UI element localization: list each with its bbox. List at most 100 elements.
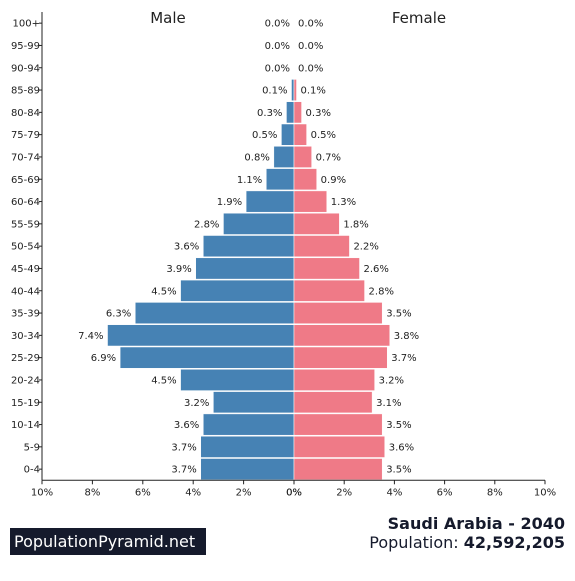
male-bar [195,257,295,280]
male-value-label: 0.1% [262,86,287,97]
x-tick-label-male: 0% [286,487,302,498]
female-bar [293,146,312,168]
age-group-label: 25-29 [11,353,40,364]
male-value-label: 7.4% [78,331,103,342]
age-group-label: 20-24 [11,375,40,386]
male-bar [286,101,295,124]
male-value-label: 1.1% [237,175,262,186]
population-pyramid-chart: Male Female 100+ 0.0% 0.0% 95-99 0.0% 0.0% 90-94… [11,9,556,498]
male-bar [245,190,295,213]
male-value-label: 6.3% [106,309,131,320]
female-bar [293,79,297,101]
female-value-label: 2.8% [369,286,394,297]
female-bar [293,302,383,324]
x-tick-label-female: 8% [487,487,503,498]
male-bar [107,324,295,347]
age-group-label: 0-4 [24,465,40,476]
female-bar [293,324,391,347]
age-group-label: 35-39 [11,309,40,320]
male-value-label: 0.0% [265,19,290,30]
male-value-label: 1.9% [217,197,242,208]
x-tick-label-male: 4% [185,487,201,498]
age-group-label: 50-54 [11,242,40,253]
male-bar [203,235,295,258]
x-tick-label-female: 10% [534,487,556,498]
country-year-title: Saudi Arabia - 2040 [387,514,565,533]
x-tick-label-male: 6% [135,487,151,498]
x-tick-label-female: 4% [386,487,402,498]
female-value-label: 3.2% [379,375,404,386]
female-bar [293,413,383,436]
female-value-label: 3.1% [376,398,401,409]
female-bar [293,257,360,280]
age-group-label: 100+ [13,19,40,30]
x-tick-label-female: 2% [336,487,352,498]
age-group-label: 10-14 [11,420,40,431]
female-bar [293,235,350,258]
female-bar [293,123,307,146]
male-value-label: 3.7% [171,442,196,453]
age-group-label: 30-34 [11,331,40,342]
male-value-label: 6.9% [91,353,116,364]
female-value-label: 2.6% [364,264,389,275]
x-tick-label-male: 10% [31,487,53,498]
female-bar [293,435,385,458]
male-bar [180,369,295,391]
female-value-label: 0.7% [316,152,341,163]
age-group-label: 85-89 [11,86,40,97]
male-bar [266,168,295,191]
female-value-label: 3.5% [386,465,411,476]
male-value-label: 3.7% [171,465,196,476]
x-tick-label-male: 8% [84,487,100,498]
x-tick-label-male: 2% [236,487,252,498]
male-value-label: 3.6% [174,242,199,253]
female-value-label: 0.0% [298,19,323,30]
male-value-label: 3.9% [166,264,191,275]
population-total: Population: 42,592,205 [369,533,565,552]
brand-logo[interactable]: PopulationPyramid.net [10,528,206,555]
male-bar [200,458,295,481]
male-bar [273,146,295,168]
female-value-label: 3.5% [386,309,411,320]
age-group-label: 40-44 [11,286,40,297]
female-bar [293,458,383,481]
male-value-label: 0.8% [244,152,269,163]
male-bar [213,391,295,414]
male-value-label: 3.6% [174,420,199,431]
female-bar [293,279,365,302]
female-value-label: 0.1% [301,86,326,97]
male-bar [200,435,295,458]
female-value-label: 1.3% [331,197,356,208]
male-bar [291,79,295,101]
age-group-label: 65-69 [11,175,40,186]
female-bar [293,190,328,213]
female-value-label: 3.6% [389,442,414,453]
female-value-label: 0.9% [321,175,346,186]
age-group-label: 45-49 [11,264,40,275]
male-bar [223,212,295,235]
female-bar [293,101,302,124]
female-bar [293,346,388,369]
male-bar [134,302,295,324]
male-bar [180,279,295,302]
series-label-female: Female [392,9,446,27]
age-group-label: 60-64 [11,197,40,208]
female-value-label: 3.8% [394,331,419,342]
male-value-label: 3.2% [184,398,209,409]
male-value-label: 4.5% [151,286,176,297]
age-group-label: 55-59 [11,219,40,230]
male-bar [281,123,295,146]
male-value-label: 0.0% [265,41,290,52]
x-tick-label-female: 6% [437,487,453,498]
female-value-label: 1.8% [343,219,368,230]
male-value-label: 0.3% [257,108,282,119]
age-group-label: 75-79 [11,130,40,141]
male-value-label: 0.5% [252,130,277,141]
male-value-label: 4.5% [151,375,176,386]
male-bar [203,413,295,436]
x-tick-label-female: 0% [286,487,302,498]
female-bar [293,212,340,235]
population-label: Population: [369,533,459,552]
female-bar [293,391,373,414]
age-group-label: 90-94 [11,63,40,74]
